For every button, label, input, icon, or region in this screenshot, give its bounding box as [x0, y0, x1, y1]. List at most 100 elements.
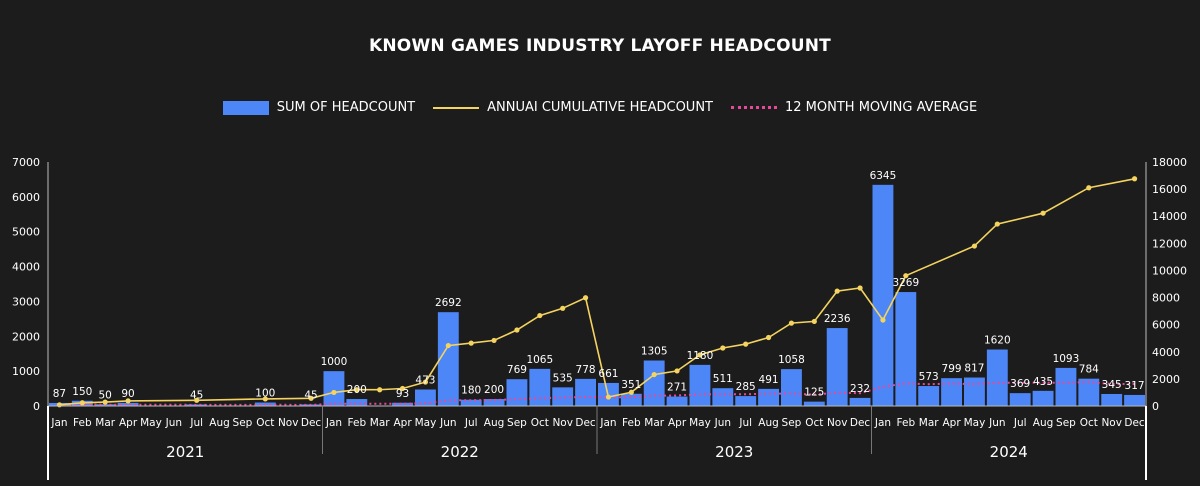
x-month-tick-label: Jan	[50, 417, 67, 429]
bar	[117, 402, 139, 406]
bar-data-label: 180	[461, 385, 481, 397]
bar-data-label: 45	[304, 389, 317, 401]
bar	[552, 387, 574, 406]
bar	[849, 397, 871, 406]
bar-data-label: 100	[255, 388, 275, 400]
x-month-tick-label: Apr	[393, 417, 412, 429]
cumulative-point	[194, 397, 200, 403]
bar-data-label: 1000	[321, 356, 348, 368]
x-month-tick-label: Aug	[209, 417, 230, 429]
x-month-tick-label: Jan	[874, 417, 891, 429]
bar-data-label: 45	[190, 389, 203, 401]
cumulative-point	[582, 295, 589, 301]
bar-data-label: 511	[713, 373, 733, 385]
x-month-tick-label: Jul	[738, 417, 752, 429]
cumulative-point	[811, 318, 817, 325]
cumulative-point	[628, 389, 634, 395]
bar-data-label: 345	[1102, 379, 1122, 391]
cumulative-point	[102, 399, 108, 405]
bar	[1009, 393, 1031, 406]
cumulative-point	[605, 394, 612, 400]
x-month-tick-label: Jun	[714, 417, 731, 429]
legend-item-moving-average: 12 MONTH MOVING AVERAGE	[731, 100, 977, 115]
bar	[872, 184, 894, 406]
legend-label-cumulative: ANNUAI CUMULATIVE HEADCOUNT	[487, 100, 713, 115]
bar	[1078, 378, 1100, 406]
bar	[346, 399, 368, 406]
bar	[392, 402, 413, 406]
x-month-tick-label: Jul	[1013, 417, 1027, 429]
y-right-tick-label: 14000	[1152, 210, 1187, 223]
cumulative-point	[125, 398, 131, 404]
x-month-tick-label: Aug	[1033, 417, 1054, 429]
bar-data-label: 661	[598, 368, 618, 380]
y-right-tick-label: 10000	[1152, 264, 1187, 277]
x-month-tick-label: Aug	[484, 417, 505, 429]
bar-data-label: 769	[507, 364, 527, 376]
legend-swatch-cumulative	[433, 106, 480, 109]
x-month-tick-label: Jan	[325, 417, 342, 429]
x-month-tick-label: Mar	[644, 417, 664, 429]
bar-data-label: 351	[621, 379, 641, 391]
bar-data-label: 435	[1033, 376, 1053, 388]
cumulative-point	[903, 273, 909, 279]
x-year-tick-label: 2023	[715, 443, 753, 461]
bar-data-label: 1065	[526, 354, 553, 366]
chart-title: KNOWN GAMES INDUSTRY LAYOFF HEADCOUNT	[369, 36, 831, 56]
x-month-tick-label: May	[964, 417, 986, 429]
bar	[895, 292, 917, 406]
x-month-tick-label: Jan	[599, 417, 616, 429]
cumulative-point	[331, 389, 337, 396]
cumulative-point	[399, 385, 406, 392]
cumulative-point	[765, 334, 772, 341]
bar	[941, 378, 962, 406]
y-right-tick-label: 16000	[1152, 183, 1187, 196]
bar-data-label: 799	[942, 363, 962, 375]
bar	[529, 368, 551, 406]
x-month-tick-label: Dec	[301, 417, 322, 429]
bar	[620, 393, 642, 406]
bar-data-label: 1058	[778, 354, 805, 366]
bar-data-label: 1180	[687, 350, 714, 362]
y-left-tick-label: 1000	[12, 365, 40, 378]
x-month-tick-label: Apr	[668, 417, 687, 429]
x-month-tick-label: Mar	[370, 417, 390, 429]
x-month-tick-label: Dec	[1124, 417, 1145, 429]
x-month-tick-label: Oct	[256, 417, 274, 429]
y-right-tick-label: 4000	[1152, 346, 1180, 359]
bar	[483, 399, 505, 406]
legend-swatch-moving-average	[731, 106, 777, 109]
x-month-tick-label: Feb	[897, 417, 916, 429]
x-month-tick-label: Jun	[439, 417, 456, 429]
x-month-tick-label: May	[140, 417, 162, 429]
y-right-tick-label: 18000	[1152, 156, 1187, 169]
bar-data-label: 232	[850, 383, 870, 395]
cumulative-point	[354, 387, 360, 393]
y-left-tick-label: 7000	[12, 156, 40, 169]
bar	[964, 377, 985, 406]
bar	[437, 312, 459, 406]
bar	[323, 371, 345, 406]
cumulative-point	[560, 305, 566, 311]
x-month-tick-label: Dec	[575, 417, 596, 429]
bar-data-label: 317	[1125, 380, 1145, 392]
y-left-tick-label: 3000	[12, 295, 40, 308]
bar-data-label: 50	[99, 389, 112, 401]
cumulative-point	[262, 396, 268, 402]
cumulative-point	[514, 327, 520, 333]
legend-item-cumulative: ANNUAI CUMULATIVE HEADCOUNT	[433, 100, 713, 115]
x-month-tick-label: Oct	[805, 417, 823, 429]
y-right-tick-label: 12000	[1152, 237, 1187, 250]
cumulative-point	[674, 368, 680, 374]
x-year-tick-label: 2024	[990, 443, 1028, 461]
x-month-tick-label: Jun	[165, 417, 182, 429]
cumulative-point	[720, 345, 726, 351]
x-month-tick-label: Feb	[622, 417, 641, 429]
bar	[735, 396, 757, 406]
bar-data-label: 2692	[435, 297, 462, 309]
x-month-tick-label: Jul	[189, 417, 203, 429]
x-month-tick-label: Aug	[758, 417, 779, 429]
bar	[986, 349, 1008, 406]
x-month-tick-label: Feb	[348, 417, 367, 429]
y-left-tick-label: 0	[33, 400, 40, 413]
